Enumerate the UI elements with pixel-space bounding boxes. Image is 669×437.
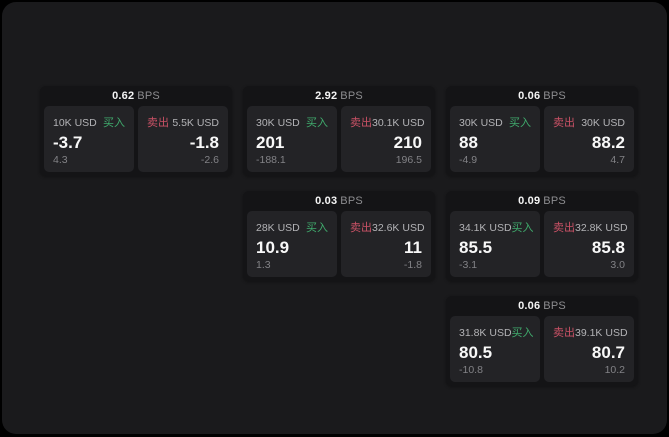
quote-tiles: 10K USD 买入 -3.7 4.3 卖出 5.5K USD -1.8 -2.… (40, 106, 232, 176)
buy-change: -188.1 (256, 153, 286, 166)
sell-price: -1.8 (189, 132, 219, 152)
spread-header: 0.62 BPS (40, 86, 232, 106)
buy-change: -10.8 (459, 363, 483, 376)
sell-price: 88.2 (591, 132, 625, 152)
buy-label[interactable]: 买入 (306, 222, 328, 234)
buy-price: 80.5 (459, 342, 493, 362)
sell-label[interactable]: 卖出 (553, 117, 575, 129)
sell-change: 196.5 (395, 153, 422, 166)
spread-unit: BPS (543, 195, 566, 207)
buy-change: -3.1 (459, 258, 478, 271)
sell-quote-tile[interactable]: 卖出 39.1K USD 80.7 10.2 (544, 316, 634, 382)
sell-amount: 30.1K USD (372, 117, 425, 129)
quote-card: 2.92 BPS 30K USD 买入 201 -188.1 卖出 30.1K U… (243, 86, 435, 176)
sell-quote-tile[interactable]: 卖出 32.8K USD 85.8 3.0 (544, 211, 634, 277)
quote-card: 0.06 BPS 30K USD 买入 88 -4.9 卖出 30K USD (446, 86, 638, 176)
sell-change: 3.0 (610, 258, 625, 271)
buy-quote-tile[interactable]: 31.8K USD 买入 80.5 -10.8 (450, 316, 540, 382)
quote-tiles: 31.8K USD 买入 80.5 -10.8 卖出 39.1K USD 80.… (446, 316, 638, 386)
sell-change: -2.6 (200, 153, 219, 166)
buy-quote-tile[interactable]: 28K USD 买入 10.9 1.3 (247, 211, 337, 277)
quote-card: 0.62 BPS 10K USD 买入 -3.7 4.3 卖出 5.5K USD (40, 86, 232, 176)
quote-tiles: 30K USD 买入 201 -188.1 卖出 30.1K USD 210 1… (243, 106, 435, 176)
buy-amount: 31.8K USD (459, 327, 512, 339)
sell-amount: 32.6K USD (372, 222, 425, 234)
sell-amount: 30K USD (581, 117, 625, 129)
buy-price: 88 (459, 132, 478, 152)
quote-cards-grid: 0.62 BPS 10K USD 买入 -3.7 4.3 卖出 5.5K USD (40, 86, 638, 386)
spread-unit: BPS (340, 90, 363, 102)
spread-value: 0.03 (315, 195, 338, 207)
spread-unit: BPS (543, 300, 566, 312)
buy-amount: 30K USD (459, 117, 503, 129)
spread-header: 0.09 BPS (446, 191, 638, 211)
spread-header: 2.92 BPS (243, 86, 435, 106)
sell-quote-tile[interactable]: 卖出 30K USD 88.2 4.7 (544, 106, 634, 172)
buy-price: 10.9 (256, 237, 290, 257)
buy-label[interactable]: 买入 (511, 222, 534, 234)
sell-label[interactable]: 卖出 (350, 117, 372, 129)
buy-amount: 34.1K USD (459, 222, 512, 234)
quote-tiles: 30K USD 买入 88 -4.9 卖出 30K USD 88.2 4.7 (446, 106, 638, 176)
quote-tiles: 34.1K USD 买入 85.5 -3.1 卖出 32.8K USD 85.8… (446, 211, 638, 281)
buy-change: -4.9 (459, 153, 478, 166)
sell-change: 10.2 (604, 363, 625, 376)
buy-change: 1.3 (256, 258, 271, 271)
buy-price: -3.7 (53, 132, 83, 152)
buy-amount: 10K USD (53, 117, 97, 129)
sell-quote-tile[interactable]: 卖出 5.5K USD -1.8 -2.6 (138, 106, 228, 172)
buy-price: 85.5 (459, 237, 493, 257)
sell-label[interactable]: 卖出 (350, 222, 372, 234)
buy-amount: 30K USD (256, 117, 300, 129)
sell-change: 4.7 (610, 153, 625, 166)
spread-value: 2.92 (315, 90, 338, 102)
buy-quote-tile[interactable]: 30K USD 买入 201 -188.1 (247, 106, 337, 172)
buy-change: 4.3 (53, 153, 68, 166)
buy-quote-tile[interactable]: 10K USD 买入 -3.7 4.3 (44, 106, 134, 172)
sell-label[interactable]: 卖出 (553, 222, 575, 234)
quote-card: 0.06 BPS 31.8K USD 买入 80.5 -10.8 卖出 39.1K… (446, 296, 638, 386)
spread-unit: BPS (340, 195, 363, 207)
sell-price: 11 (404, 237, 422, 257)
spread-header: 0.03 BPS (243, 191, 435, 211)
buy-price: 201 (256, 132, 285, 152)
sell-amount: 32.8K USD (575, 222, 628, 234)
sell-label[interactable]: 卖出 (147, 117, 169, 129)
spread-value: 0.06 (518, 90, 541, 102)
sell-price: 80.7 (591, 342, 625, 362)
spread-header: 0.06 BPS (446, 296, 638, 316)
buy-label[interactable]: 买入 (511, 327, 534, 339)
spread-value: 0.62 (112, 90, 135, 102)
quote-card: 0.03 BPS 28K USD 买入 10.9 1.3 卖出 32.6K USD (243, 191, 435, 281)
spread-value: 0.09 (518, 195, 541, 207)
sell-label[interactable]: 卖出 (553, 327, 575, 339)
quote-card: 0.09 BPS 34.1K USD 买入 85.5 -3.1 卖出 32.8K … (446, 191, 638, 281)
spread-unit: BPS (137, 90, 160, 102)
buy-label[interactable]: 买入 (306, 117, 328, 129)
sell-quote-tile[interactable]: 卖出 32.6K USD 11 -1.8 (341, 211, 431, 277)
spread-header: 0.06 BPS (446, 86, 638, 106)
sell-price: 210 (393, 132, 422, 152)
sell-change: -1.8 (403, 258, 422, 271)
sell-price: 85.8 (591, 237, 625, 257)
buy-label[interactable]: 买入 (103, 117, 125, 129)
buy-amount: 28K USD (256, 222, 300, 234)
sell-amount: 39.1K USD (575, 327, 628, 339)
sell-quote-tile[interactable]: 卖出 30.1K USD 210 196.5 (341, 106, 431, 172)
buy-label[interactable]: 买入 (509, 117, 531, 129)
spread-value: 0.06 (518, 300, 541, 312)
sell-amount: 5.5K USD (172, 117, 219, 129)
quote-tiles: 28K USD 买入 10.9 1.3 卖出 32.6K USD 11 -1.8 (243, 211, 435, 281)
buy-quote-tile[interactable]: 30K USD 买入 88 -4.9 (450, 106, 540, 172)
buy-quote-tile[interactable]: 34.1K USD 买入 85.5 -3.1 (450, 211, 540, 277)
spread-unit: BPS (543, 90, 566, 102)
